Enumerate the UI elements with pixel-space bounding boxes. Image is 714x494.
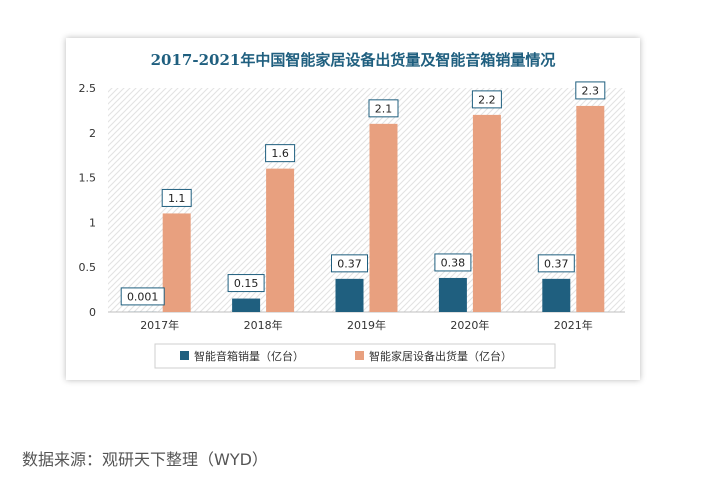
y-tick-label: 2 bbox=[89, 127, 96, 140]
x-axis: 2017年 2018年 2019年 2020年 2021年 bbox=[108, 311, 625, 332]
data-label-box bbox=[120, 287, 165, 306]
bar bbox=[369, 123, 398, 312]
source-note: 数据来源：观研天下整理（WYD） bbox=[22, 450, 268, 469]
y-tick-label: 1 bbox=[89, 216, 96, 229]
y-axis: 0 0.5 1 1.5 2 2.5 bbox=[79, 82, 97, 319]
data-label-box bbox=[368, 99, 399, 118]
chart-card: 2017-2021年中国智能家居设备出货量及智能音箱销量情况 0 0.5 1 1.5 2… bbox=[66, 38, 640, 380]
y-tick-label: 1.5 bbox=[79, 172, 97, 185]
data-label-box bbox=[575, 81, 606, 100]
data-label-box bbox=[471, 90, 502, 109]
bar bbox=[335, 278, 364, 312]
bar bbox=[232, 298, 261, 312]
bar bbox=[472, 114, 501, 312]
data-label: 0.37 bbox=[337, 257, 362, 270]
x-tick-label: 2017年 bbox=[140, 318, 179, 332]
data-label-box bbox=[265, 144, 296, 163]
data-labels: 0.001 1.1 0.15 1.6 0.37 2.1 0.38 2.2 0.37 2.3 bbox=[120, 81, 606, 306]
data-label-box bbox=[227, 274, 265, 293]
data-label: 0.38 bbox=[441, 256, 466, 269]
data-label-box bbox=[331, 254, 368, 273]
data-label: 2.1 bbox=[375, 102, 393, 115]
data-label: 0.37 bbox=[544, 257, 569, 270]
chart-title: 2017-2021年中国智能家居设备出货量及智能音箱销量情况 bbox=[151, 51, 556, 69]
y-tick-label: 2.5 bbox=[79, 82, 97, 95]
bar bbox=[576, 105, 605, 312]
y-tick-label: 0 bbox=[89, 306, 96, 319]
legend-swatch bbox=[355, 351, 364, 360]
data-label: 2.3 bbox=[582, 84, 600, 97]
data-label-box bbox=[537, 254, 575, 273]
y-tick-label: 0.5 bbox=[79, 261, 97, 274]
data-label: 1.6 bbox=[271, 147, 289, 160]
x-tick-label: 2021年 bbox=[554, 318, 593, 332]
data-label: 2.2 bbox=[478, 93, 496, 106]
bar bbox=[266, 168, 295, 312]
data-label-box bbox=[161, 188, 192, 207]
legend: 智能音箱销量（亿台） 智能家居设备出货量（亿台） bbox=[154, 343, 556, 369]
x-tick-label: 2019年 bbox=[347, 318, 386, 332]
data-label: 0.001 bbox=[127, 290, 159, 303]
bars bbox=[128, 105, 605, 312]
data-label: 0.15 bbox=[234, 277, 259, 290]
bar bbox=[438, 277, 467, 312]
legend-label: 智能家居设备出货量（亿台） bbox=[369, 349, 512, 363]
data-label: 1.1 bbox=[168, 192, 186, 205]
plot-area bbox=[108, 88, 625, 312]
legend-label: 智能音箱销量（亿台） bbox=[194, 349, 304, 363]
legend-swatch bbox=[180, 351, 189, 360]
bar bbox=[542, 278, 571, 312]
x-tick-label: 2020年 bbox=[450, 318, 489, 332]
bar bbox=[162, 213, 191, 312]
x-tick-label: 2018年 bbox=[244, 318, 283, 332]
data-label-box bbox=[434, 253, 472, 272]
bar-chart: 2017-2021年中国智能家居设备出货量及智能音箱销量情况 0 0.5 1 1.5 2… bbox=[79, 51, 625, 369]
